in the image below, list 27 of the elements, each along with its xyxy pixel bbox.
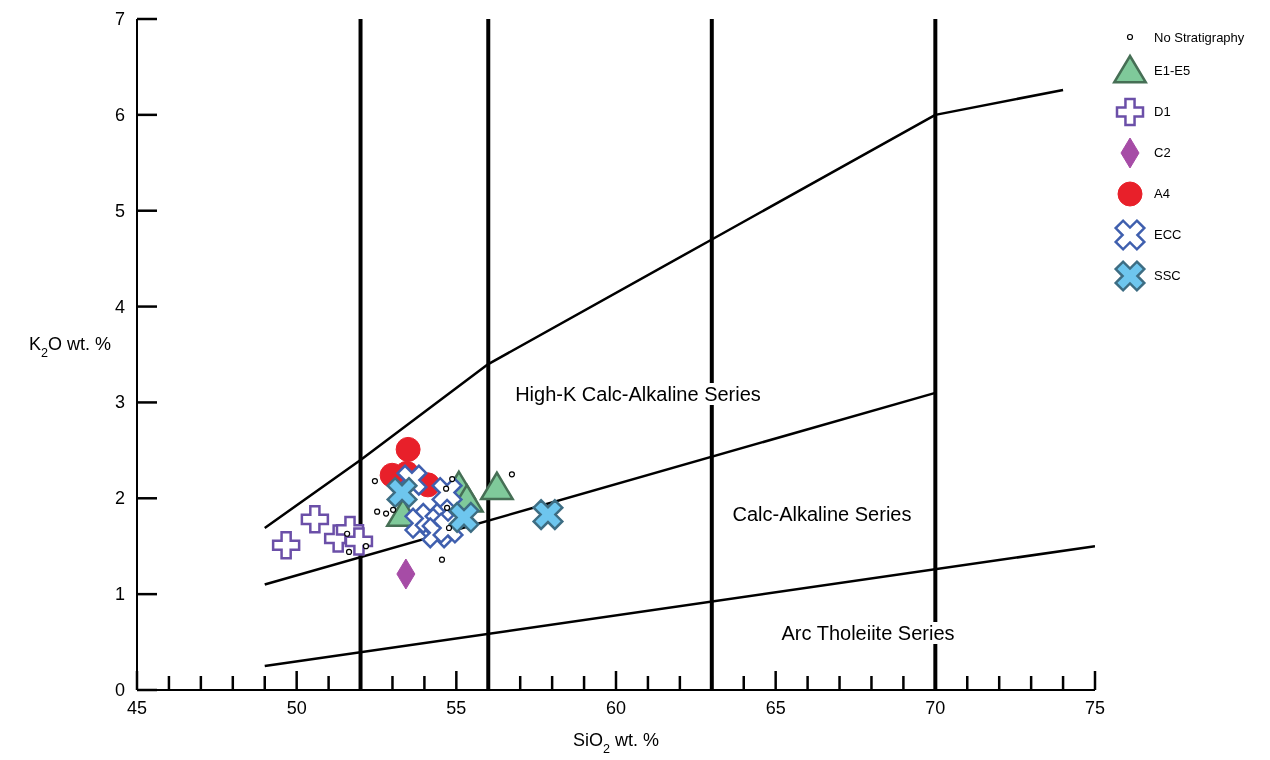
- annotation: Calc-Alkaline Series: [729, 503, 915, 525]
- x-tick-label: 65: [765, 698, 786, 718]
- x-tick-label: 45: [126, 698, 148, 718]
- annotation: Arc Tholeiite Series: [778, 622, 958, 644]
- y-tick-label: 6: [114, 104, 125, 125]
- x-tick-label: 60: [605, 698, 627, 718]
- x-tick-label: 70: [925, 698, 946, 718]
- legend-label: ECC: [1154, 227, 1182, 242]
- legend-label: SSC: [1154, 268, 1181, 283]
- legend-label: C2: [1154, 145, 1171, 160]
- legend-label: No Stratigraphy: [1154, 29, 1245, 45]
- y-tick-label: 2: [114, 488, 125, 509]
- y-tick-label: 1: [114, 584, 125, 605]
- x-tick-label: 55: [446, 698, 467, 718]
- y-tick-label: 5: [114, 200, 125, 221]
- legend-label: D1: [1154, 104, 1171, 119]
- y-tick-label: 4: [114, 296, 125, 317]
- annotation: High-K Calc-Alkaline Series: [512, 383, 764, 405]
- legend-label: E1-E5: [1154, 63, 1191, 78]
- legend-label: A4: [1154, 186, 1170, 201]
- x-tick-label: 50: [286, 698, 307, 718]
- y-tick-label: 7: [114, 9, 125, 29]
- x-axis-title: SiO$_{2}$ wt. %: [572, 730, 660, 756]
- y-tick-label: 0: [114, 680, 125, 700]
- y-tick-label: 3: [114, 392, 125, 413]
- y-axis-title: K$_{2}$O wt. %: [28, 333, 112, 360]
- x-tick-label: 75: [1084, 698, 1106, 718]
